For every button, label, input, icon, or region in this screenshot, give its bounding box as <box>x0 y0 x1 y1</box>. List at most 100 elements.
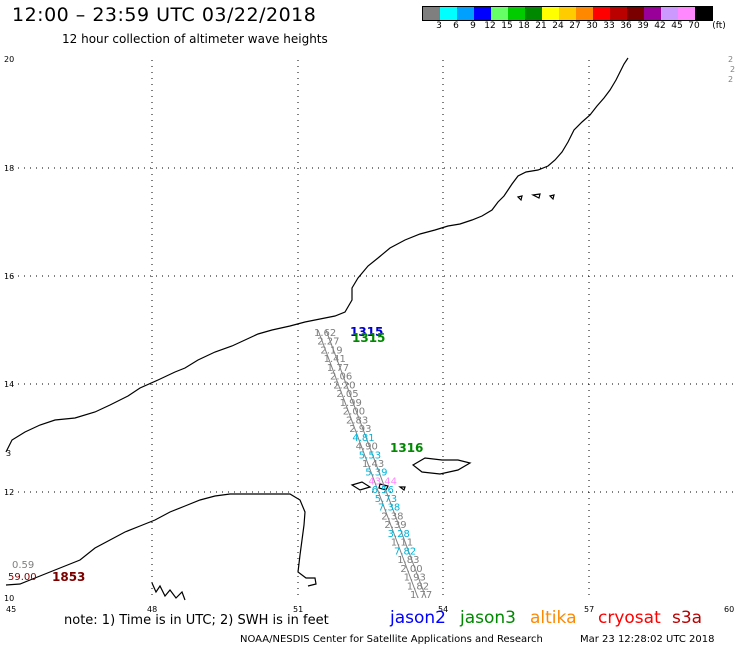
track-value: 2.06 <box>330 372 352 383</box>
track-value: 5.39 <box>365 468 387 479</box>
track-value: 2.19 <box>320 346 342 357</box>
island-west-socotra <box>350 481 372 491</box>
scale-swatch <box>593 7 610 20</box>
scale-label: 36 <box>620 21 632 31</box>
track-value: 1.93 <box>404 573 426 584</box>
swh-track-values: 1.622.272.191.411.772.062.202.051.992.00… <box>314 328 432 601</box>
scale-label: 6 <box>453 21 459 31</box>
lat-label-10: 10 <box>4 594 14 603</box>
scale-swatch <box>457 7 474 20</box>
track-value: 2.83 <box>346 415 368 426</box>
track-value: 1.11 <box>391 538 413 549</box>
coastline-somalia <box>5 493 317 587</box>
scale-label: 45 <box>671 21 683 31</box>
scale-swatch <box>508 7 525 20</box>
svg-text:2: 2 <box>730 65 735 74</box>
scale-swatch <box>440 7 457 20</box>
color-scale-labels: 3 6 9 12 15 18 21 24 27 30 33 36 39 42 45 70 (ft) <box>422 21 740 33</box>
scale-swatch <box>474 7 491 20</box>
track-value: 4.90 <box>356 442 378 453</box>
scale-swatch <box>423 7 440 20</box>
track-value: 2.20 <box>333 380 355 391</box>
footer-note: note: 1) Time is in UTC; 2) SWH is in fe… <box>64 613 329 628</box>
scale-label: 42 <box>654 21 666 31</box>
lon-label-60: 60 <box>724 605 734 614</box>
track-value: 2.38 <box>381 511 403 522</box>
pass-label-1315-jason2: 1315 <box>350 325 383 339</box>
lon-label-57: 57 <box>584 605 594 614</box>
island-kuria-2 <box>531 193 541 199</box>
lat-label-12: 12 <box>4 488 14 497</box>
track-value: 2.05 <box>336 389 358 400</box>
scale-swatch <box>559 7 576 20</box>
west-value-5900: 59.00 <box>8 572 37 583</box>
lon-label-54: 54 <box>438 605 448 614</box>
west-values: 0.59 59.00 3 <box>6 449 37 583</box>
scale-swatch <box>661 7 678 20</box>
track-value: 2.39 <box>384 520 406 531</box>
credit-timestamp: Mar 23 12:28:02 UTC 2018 <box>580 634 715 645</box>
track-value: 1.77 <box>327 363 349 374</box>
pass-labels: 1315 1315 1316 1853 <box>52 325 423 584</box>
scale-label: 12 <box>484 21 496 31</box>
coastline-arabia <box>5 57 629 453</box>
scale-label: 21 <box>535 21 547 31</box>
pass-label-1853: 1853 <box>52 570 85 584</box>
svg-text:2: 2 <box>728 55 733 64</box>
map-title: 12:00 – 23:59 UTC 03/22/2018 <box>12 4 317 26</box>
scale-swatch <box>542 7 559 20</box>
scale-label: 30 <box>586 21 598 31</box>
legend-cryosat: cryosat <box>598 608 661 628</box>
scale-label: 9 <box>470 21 476 31</box>
track-value: 1.62 <box>314 328 336 339</box>
track-value: 2.27 <box>317 337 339 348</box>
track-value: 2.00 <box>400 564 422 575</box>
scale-label: 15 <box>501 21 513 31</box>
pass-label-1315-jason3: 1315 <box>352 331 385 345</box>
cape-guardafui-detail <box>151 582 186 601</box>
lon-label-48: 48 <box>147 605 157 614</box>
scale-label: 70 <box>688 21 700 31</box>
track-value: 3.28 <box>388 529 410 540</box>
lat-lon-grid <box>6 60 734 600</box>
island-kuria-3 <box>548 194 555 201</box>
lat-label-16: 16 <box>4 272 14 281</box>
track-value: 2.00 <box>343 407 365 418</box>
color-scale-bar <box>422 6 713 21</box>
lat-label-18: 18 <box>4 164 14 173</box>
west-value-059: 0.59 <box>12 560 34 571</box>
lat-label-20: 20 <box>4 55 14 64</box>
lon-label-45: 45 <box>6 605 16 614</box>
scale-label: 24 <box>552 21 564 31</box>
scale-unit: (ft) <box>712 21 726 31</box>
track-value: 1.43 <box>362 459 384 470</box>
axis-labels: 45 48 51 54 57 60 20 18 16 14 12 10 <box>4 55 734 614</box>
island-small-2 <box>398 486 406 491</box>
track-value: 6.56 <box>372 485 394 496</box>
track-value: 1.99 <box>340 398 362 409</box>
track-value: 5.73 <box>375 494 397 505</box>
scale-label: 3 <box>436 21 442 31</box>
scale-swatch <box>644 7 661 20</box>
track-value: 43.44 <box>368 477 397 488</box>
scale-label: 33 <box>603 21 615 31</box>
track-value: 1.83 <box>397 555 419 566</box>
edge-value: 3 <box>6 449 11 458</box>
scale-label: 39 <box>637 21 649 31</box>
track-value: 2.93 <box>349 424 371 435</box>
credit-line: NOAA/NESDIS Center for Satellite Applica… <box>240 634 543 645</box>
scale-swatch <box>491 7 508 20</box>
socotra-island <box>411 457 472 475</box>
track-value: 7.82 <box>394 546 416 557</box>
scale-swatch <box>695 7 712 20</box>
scale-swatch <box>627 7 644 20</box>
legend-altika: altika <box>530 608 577 628</box>
scale-label: 18 <box>518 21 530 31</box>
track-value: 1.82 <box>407 581 429 592</box>
legend-jason3: jason3 <box>460 608 516 628</box>
legend-jason2: jason2 <box>390 608 446 628</box>
island-kuria-1 <box>516 195 523 202</box>
scale-swatch <box>525 7 542 20</box>
scale-swatch <box>576 7 593 20</box>
